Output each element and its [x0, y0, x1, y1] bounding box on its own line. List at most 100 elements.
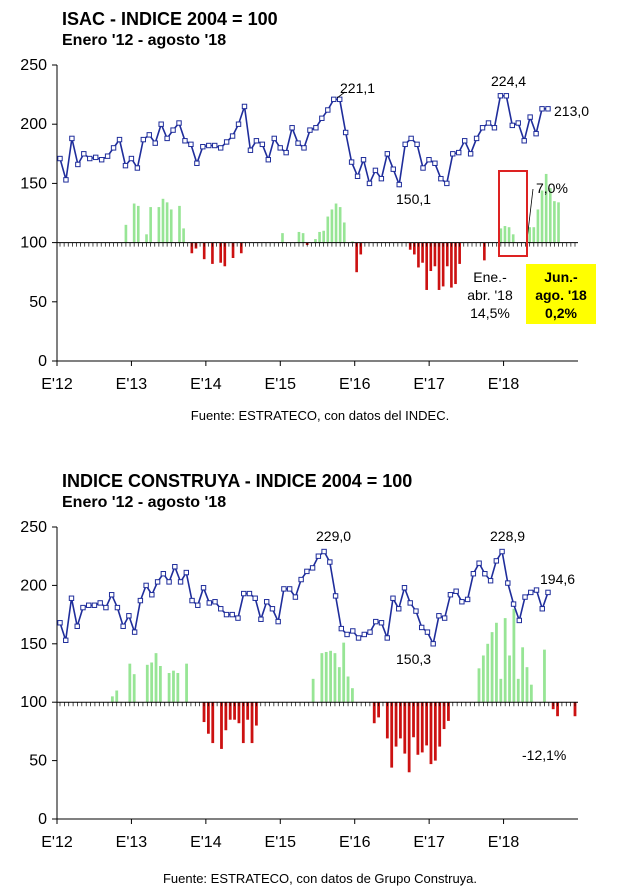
line-point — [479, 125, 486, 131]
line-point — [292, 594, 299, 600]
bar — [250, 702, 254, 744]
line-point — [407, 600, 413, 606]
line-point — [467, 151, 474, 157]
line-point — [420, 165, 426, 171]
line-point — [223, 139, 230, 145]
line-point — [413, 608, 419, 614]
line-point — [143, 582, 149, 589]
bar — [390, 702, 394, 768]
bar — [377, 702, 380, 718]
bar — [438, 702, 442, 747]
bar — [521, 647, 525, 703]
line-point — [289, 125, 295, 131]
line-point — [298, 576, 304, 583]
line-point — [275, 618, 281, 625]
bar — [512, 608, 516, 703]
line-point — [331, 96, 337, 103]
line-point — [332, 593, 339, 599]
line-point — [80, 604, 86, 611]
line-point — [218, 606, 224, 612]
line-point — [170, 127, 176, 133]
bar — [320, 653, 324, 703]
line-point — [545, 589, 551, 596]
line-point — [57, 155, 63, 162]
line-point — [258, 616, 264, 622]
annotation-peak-1: 221,1 — [340, 80, 375, 96]
bar — [233, 702, 236, 720]
x-tick-label: E'13 — [116, 834, 148, 851]
line-point — [396, 181, 402, 188]
line-point — [527, 114, 533, 120]
line-point — [86, 602, 92, 608]
line-point — [126, 613, 132, 619]
line-point — [315, 553, 322, 559]
bar — [157, 207, 161, 243]
line-point — [360, 157, 367, 163]
bar — [458, 242, 461, 264]
line-point — [426, 157, 432, 163]
bar — [399, 702, 402, 739]
bar — [437, 242, 441, 290]
line-point — [321, 548, 327, 555]
line-point — [438, 175, 444, 182]
bar — [412, 702, 415, 738]
line-point — [521, 138, 527, 144]
bar — [219, 242, 222, 263]
line-point — [482, 571, 488, 577]
line-point — [372, 167, 379, 174]
line-point — [74, 623, 80, 629]
chart-subtitle: Enero '12 - agosto '18 — [62, 32, 227, 49]
line-point — [286, 586, 293, 592]
bar — [165, 202, 169, 243]
bar — [495, 622, 498, 703]
bar — [334, 203, 338, 243]
bar — [281, 233, 284, 243]
x-tick-label: E'14 — [190, 834, 222, 851]
line-point — [200, 143, 206, 150]
line-point — [390, 595, 396, 601]
y-tick-label: 50 — [29, 753, 47, 770]
bar — [507, 227, 511, 243]
bar — [447, 702, 450, 721]
line-point — [453, 588, 459, 594]
line-point — [325, 107, 331, 113]
bar — [508, 655, 511, 703]
line-point — [283, 149, 289, 156]
bar-series — [110, 608, 577, 773]
bar — [132, 203, 136, 243]
bar — [544, 173, 548, 243]
line-point — [476, 560, 482, 566]
line-point — [304, 568, 310, 575]
line-point — [487, 578, 494, 584]
bar — [528, 227, 531, 243]
annotation-trough: 150,1 — [396, 191, 431, 207]
bar — [529, 684, 533, 703]
line-point — [390, 166, 396, 172]
line-point — [295, 140, 301, 146]
bar — [503, 226, 507, 243]
line-point — [401, 585, 408, 591]
line-point — [464, 596, 471, 603]
bar — [239, 242, 243, 254]
line-point — [57, 620, 63, 626]
line-point — [470, 571, 477, 577]
bar — [255, 702, 258, 726]
bar — [124, 224, 128, 243]
bar — [301, 233, 305, 243]
y-tick-labels: 0 50 100 150 200 250 — [20, 519, 57, 828]
line-point — [97, 600, 103, 606]
line-point — [384, 151, 391, 157]
annotation-pct: -12,1% — [522, 747, 566, 763]
bar — [417, 242, 420, 268]
annotation-last: 194,6 — [540, 571, 575, 587]
isac-chart-panel: ISAC - INDICE 2004 = 100 Enero '12 - ago… — [0, 0, 640, 440]
line-point — [91, 602, 98, 608]
bar — [329, 650, 332, 703]
line-point — [503, 93, 510, 99]
bar — [333, 653, 337, 703]
line-point — [68, 595, 75, 601]
bar — [429, 242, 433, 272]
y-tick-label: 50 — [29, 294, 47, 311]
baseline-minor-ticks — [59, 702, 576, 707]
line-point — [110, 145, 117, 151]
